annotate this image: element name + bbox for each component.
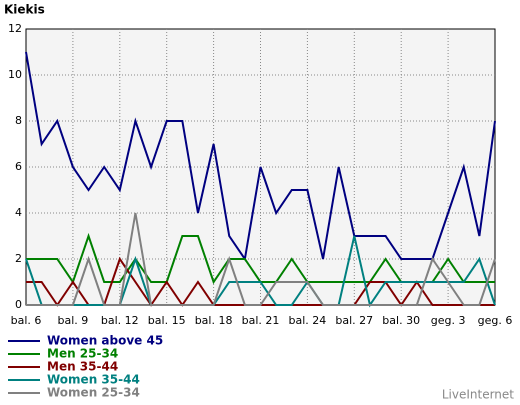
x-tick-label: geg. 6 (478, 314, 513, 327)
legend-label: Men 35-44 (47, 360, 118, 374)
y-tick-label: 8 (15, 114, 22, 127)
x-tick-label: bal. 30 (382, 314, 420, 327)
y-tick-label: 0 (15, 298, 22, 311)
source: LiveInternet (442, 388, 514, 402)
chart-title: Kiekis (4, 3, 45, 17)
legend-label: Women above 45 (47, 334, 163, 348)
y-tick-label: 10 (8, 68, 22, 81)
y-tick-label: 2 (15, 252, 22, 265)
legend-label: Women 35-44 (47, 373, 140, 387)
x-tick-label: bal. 24 (289, 314, 327, 327)
y-tick-label: 12 (8, 22, 22, 35)
x-tick-label: geg. 3 (431, 314, 466, 327)
x-tick-label: bal. 18 (195, 314, 233, 327)
series-line (26, 212, 496, 306)
x-tick-label: bal. 12 (101, 314, 139, 327)
x-tick-label: bal. 9 (58, 314, 89, 327)
y-tick-label: 6 (15, 160, 22, 173)
x-tick-label: bal. 6 (11, 314, 42, 327)
x-tick-label: bal. 15 (148, 314, 186, 327)
legend-label: Men 25-34 (47, 347, 118, 361)
x-tick-label: bal. 27 (335, 314, 373, 327)
legend-label: Women 25-34 (47, 386, 140, 400)
x-tick-label: bal. 21 (242, 314, 280, 327)
series-line (25, 51, 496, 262)
y-tick-label: 4 (15, 206, 22, 219)
